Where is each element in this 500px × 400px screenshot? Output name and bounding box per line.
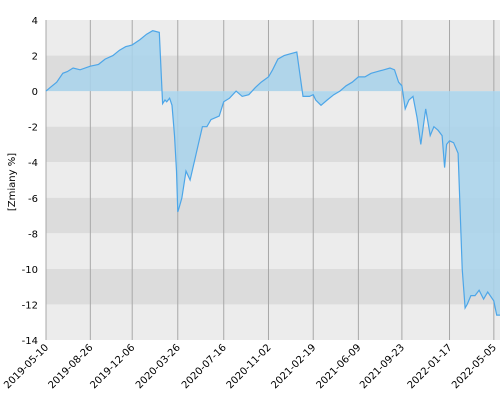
y-tick-label: -12 bbox=[22, 300, 38, 311]
series-area bbox=[46, 30, 500, 316]
data-layer bbox=[45, 30, 500, 316]
y-tick-label: -10 bbox=[22, 265, 38, 276]
y-tick-label: -14 bbox=[22, 336, 38, 347]
y-axis-ticks: 4 2 0 -2 -4 -6 -8 -10 -12 -14 bbox=[22, 16, 38, 347]
x-tick-label: 2021-02-19 bbox=[269, 342, 318, 391]
x-tick-label: 2020-11-02 bbox=[225, 342, 274, 391]
y-tick-label: 0 bbox=[32, 87, 38, 98]
x-tick-label: 2019-05-10 bbox=[2, 342, 51, 391]
y-tick-label: -4 bbox=[28, 158, 38, 169]
y-axis-label: [Zmiany %] bbox=[7, 153, 18, 211]
band bbox=[46, 304, 500, 340]
x-tick-label: 2021-09-23 bbox=[358, 342, 407, 391]
y-tick-label: 4 bbox=[32, 16, 38, 27]
band bbox=[46, 197, 500, 234]
band bbox=[46, 162, 500, 198]
y-tick-label: -8 bbox=[28, 229, 38, 240]
y-tick-label: -6 bbox=[28, 194, 38, 205]
series-line bbox=[45, 30, 500, 316]
x-tick-label: 2020-07-16 bbox=[180, 342, 229, 391]
band bbox=[46, 233, 500, 269]
y-tick-label: -2 bbox=[28, 123, 38, 134]
x-tick-label: 2022-05-05 bbox=[450, 342, 499, 391]
background-bands bbox=[46, 20, 500, 340]
x-axis-ticks: 2019-05-102019-08-262019-12-062020-03-26… bbox=[2, 342, 499, 391]
x-tick-label: 2021-06-09 bbox=[315, 342, 364, 391]
band bbox=[46, 126, 500, 163]
x-tick-label: 2022-01-17 bbox=[406, 342, 455, 391]
y-tick-label: 2 bbox=[32, 52, 38, 63]
x-tick-label: 2020-03-26 bbox=[134, 342, 183, 391]
band bbox=[46, 268, 500, 305]
x-tick-label: 2019-12-06 bbox=[88, 342, 137, 391]
band bbox=[46, 20, 500, 56]
